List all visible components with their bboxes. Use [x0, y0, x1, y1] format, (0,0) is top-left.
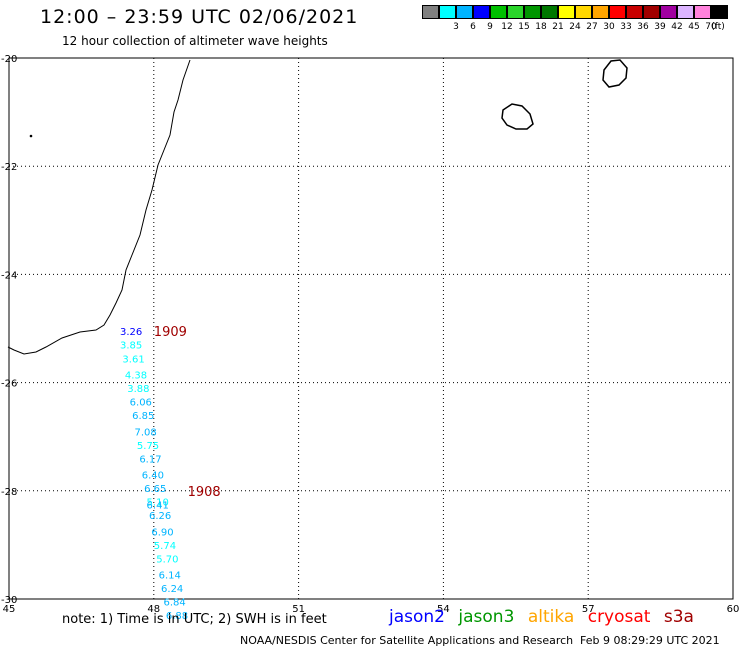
swh-observation: 5.74: [154, 541, 176, 552]
longitude-tick-label: 57: [582, 604, 595, 615]
legend-label: 70: [705, 22, 717, 32]
swh-observation: 5.10: [147, 498, 169, 509]
swh-observation: 6.14: [159, 571, 181, 582]
legend-label: 21: [552, 22, 564, 32]
credit-line: NOAA/NESDIS Center for Satellite Applica…: [240, 634, 574, 647]
swh-observation: 6.17: [139, 454, 161, 465]
swh-observation: 5.70: [156, 554, 178, 565]
legend-swatch: [490, 5, 507, 19]
legend-swatch: [507, 5, 524, 19]
swh-observation: 4.38: [125, 370, 147, 381]
legend-label: 42: [671, 22, 683, 32]
longitude-tick-label: 60: [727, 604, 740, 615]
legend-swatch: [609, 5, 626, 19]
legend-label: 12: [501, 22, 513, 32]
legend-label: 33: [620, 22, 632, 32]
legend-swatch: [711, 5, 728, 19]
legend-label: 45: [688, 22, 700, 32]
legend-swatch: [575, 5, 592, 19]
map-subtitle: 12 hour collection of altimeter wave hei…: [62, 34, 328, 48]
reunion-island: [501, 103, 534, 130]
satellite-label: jason2: [389, 607, 445, 627]
swh-observation: 6.40: [142, 471, 164, 482]
legend-swatch: [592, 5, 609, 19]
swh-observation: 7.08: [134, 427, 156, 438]
satellite-label: cryosat: [587, 607, 651, 627]
swh-observation: 6.26: [149, 511, 171, 522]
legend-label: 36: [637, 22, 649, 32]
legend-swatch: [677, 5, 694, 19]
legend-swatch: [660, 5, 677, 19]
legend-label: 9: [487, 22, 493, 32]
satellite-label: jason3: [458, 607, 515, 627]
satellite-label: s3a: [663, 607, 694, 627]
latitude-tick-label: -24: [1, 270, 17, 281]
swh-observation: 6.24: [161, 584, 183, 595]
legend-label: 30: [603, 22, 615, 32]
legend-swatch: [558, 5, 575, 19]
swh-observation: 6.06: [130, 398, 152, 409]
pass-time-label: 1909: [154, 325, 187, 340]
latitude-tick-label: -26: [1, 379, 17, 390]
latitude-tick-label: -28: [1, 487, 17, 498]
units-note: note: 1) Time is in UTC; 2) SWH is in fe…: [62, 612, 327, 627]
legend-label: 3: [453, 22, 459, 32]
legend-label: 18: [535, 22, 547, 32]
legend-swatch: [541, 5, 558, 19]
swh-observation: 3.88: [127, 384, 149, 395]
swh-observation: 6.85: [132, 411, 154, 422]
legend-swatch: [422, 5, 439, 19]
legend-swatch: [524, 5, 541, 19]
legend-label: 15: [518, 22, 530, 32]
latitude-tick-label: -22: [1, 162, 17, 173]
swh-observation: 6.88: [166, 611, 188, 622]
legend-swatch: [439, 5, 456, 19]
swh-observation: 5.75: [137, 441, 159, 452]
swh-observation: 6.65: [144, 484, 166, 495]
latitude-tick-label: -20: [1, 54, 17, 65]
swh-observation: 3.61: [122, 354, 144, 365]
swh-observation: 6.84: [163, 598, 185, 609]
legend-label: 6: [470, 22, 476, 32]
swh-observation: 6.41: [147, 500, 169, 511]
generation-timestamp: Feb 9 08:29:29 UTC 2021: [580, 634, 720, 647]
small-island: [29, 134, 33, 138]
map-title: 12:00 – 23:59 UTC 02/06/2021: [40, 6, 359, 28]
pass-time-label: 1908: [188, 485, 221, 500]
longitude-tick-label: 48: [147, 604, 160, 615]
legend-unit: (ft): [711, 22, 725, 32]
swh-observation: 6.90: [151, 527, 173, 538]
legend-swatch: [643, 5, 660, 19]
legend-swatch: [626, 5, 643, 19]
swh-observation: 3.26: [120, 327, 142, 338]
madagascar-coastline: [7, 59, 191, 355]
map-frame: [8, 57, 734, 600]
satellite-label: altika: [527, 607, 575, 627]
legend-swatch: [694, 5, 711, 19]
mauritius-island: [602, 59, 628, 88]
legend-label: 24: [569, 22, 581, 32]
longitude-tick-label: 45: [3, 604, 16, 615]
longitude-tick-label: 54: [437, 604, 450, 615]
legend-swatch: [456, 5, 473, 19]
legend-label: 39: [654, 22, 666, 32]
legend-label: 27: [586, 22, 598, 32]
satellite-legend: jason2 jason3 altika cryosat s3a: [389, 607, 702, 627]
longitude-tick-label: 51: [292, 604, 305, 615]
legend-swatch: [473, 5, 490, 19]
latitude-tick-label: -30: [1, 595, 17, 606]
swh-observation: 3.85: [120, 341, 142, 352]
